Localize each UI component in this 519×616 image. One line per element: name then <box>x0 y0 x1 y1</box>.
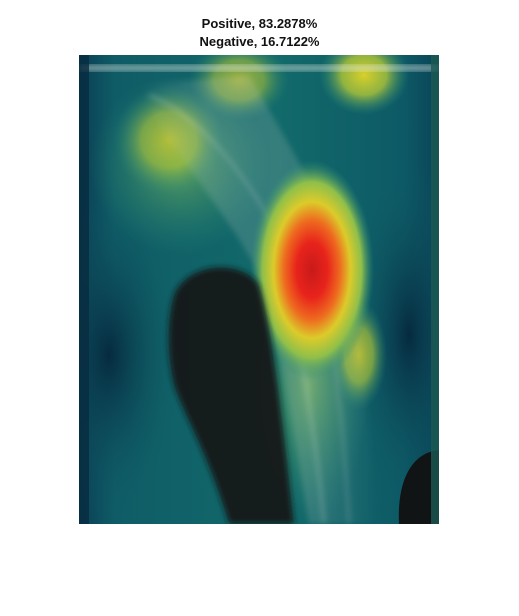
plate-right-edge <box>431 55 439 524</box>
plate-top-edge <box>79 65 439 71</box>
figure-title-positive: Positive, 83.2878% <box>201 16 318 31</box>
shadow-corner-right <box>398 450 439 524</box>
figure-title-negative: Negative, 16.7122% <box>199 34 320 49</box>
xray-heatmap-svg <box>79 55 439 524</box>
plate-left-edge <box>79 55 89 524</box>
heatmap-image <box>79 55 439 524</box>
dark-region-left <box>79 195 179 515</box>
activation-hotspot <box>250 160 374 380</box>
shadow-arm-left <box>168 267 294 524</box>
